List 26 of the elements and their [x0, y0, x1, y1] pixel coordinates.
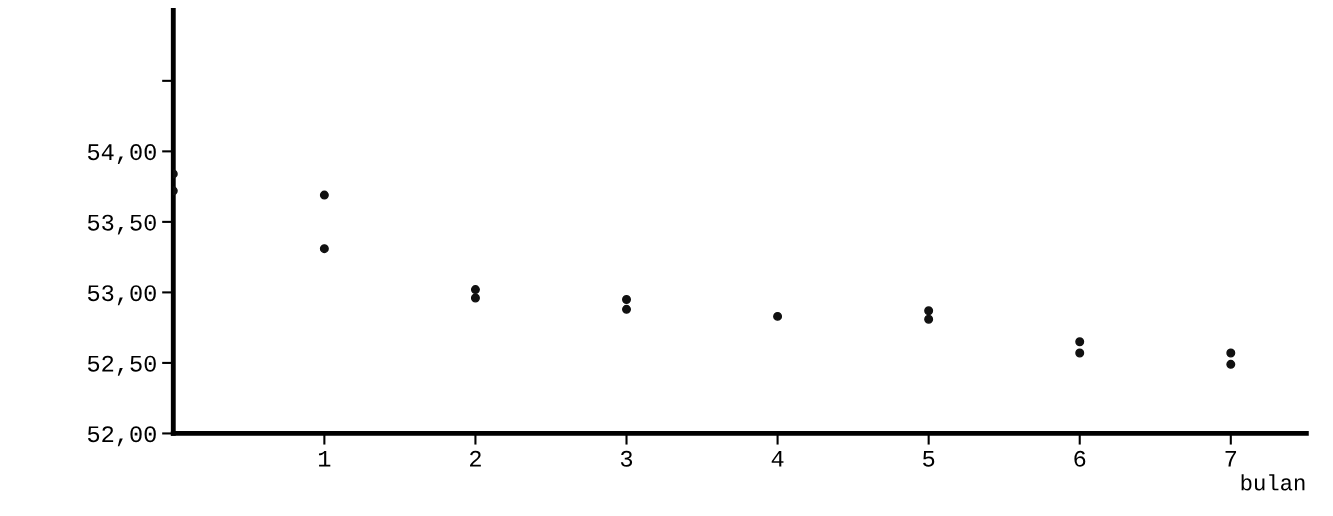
point — [319, 244, 329, 254]
point — [1226, 348, 1236, 358]
y-tick-label: 52,00 — [87, 426, 156, 447]
point — [924, 306, 934, 316]
point — [773, 311, 783, 321]
point — [319, 190, 329, 200]
point — [1075, 337, 1085, 347]
y-tick-label: 54,00 — [87, 144, 156, 165]
point — [622, 304, 632, 314]
x-tick-label: 2 — [470, 450, 481, 467]
point — [1075, 348, 1085, 358]
x-tick-label: 7 — [1225, 450, 1237, 467]
x-tick-label: 3 — [620, 450, 633, 467]
y-tick-label: 53,50 — [87, 214, 156, 235]
x-tick-label: 6 — [1074, 450, 1086, 467]
x-tick-label: 5 — [923, 450, 935, 467]
point — [622, 294, 632, 304]
x-axis-title: bulan — [1241, 474, 1305, 491]
y-tick-label: 52,50 — [87, 355, 156, 376]
point — [470, 285, 480, 295]
y-tick-label: 53,00 — [87, 285, 156, 306]
x-tick-label: 1 — [318, 450, 331, 467]
point — [470, 293, 480, 303]
point — [1226, 359, 1236, 369]
x-tick-label: 4 — [771, 450, 784, 467]
point — [924, 314, 934, 324]
